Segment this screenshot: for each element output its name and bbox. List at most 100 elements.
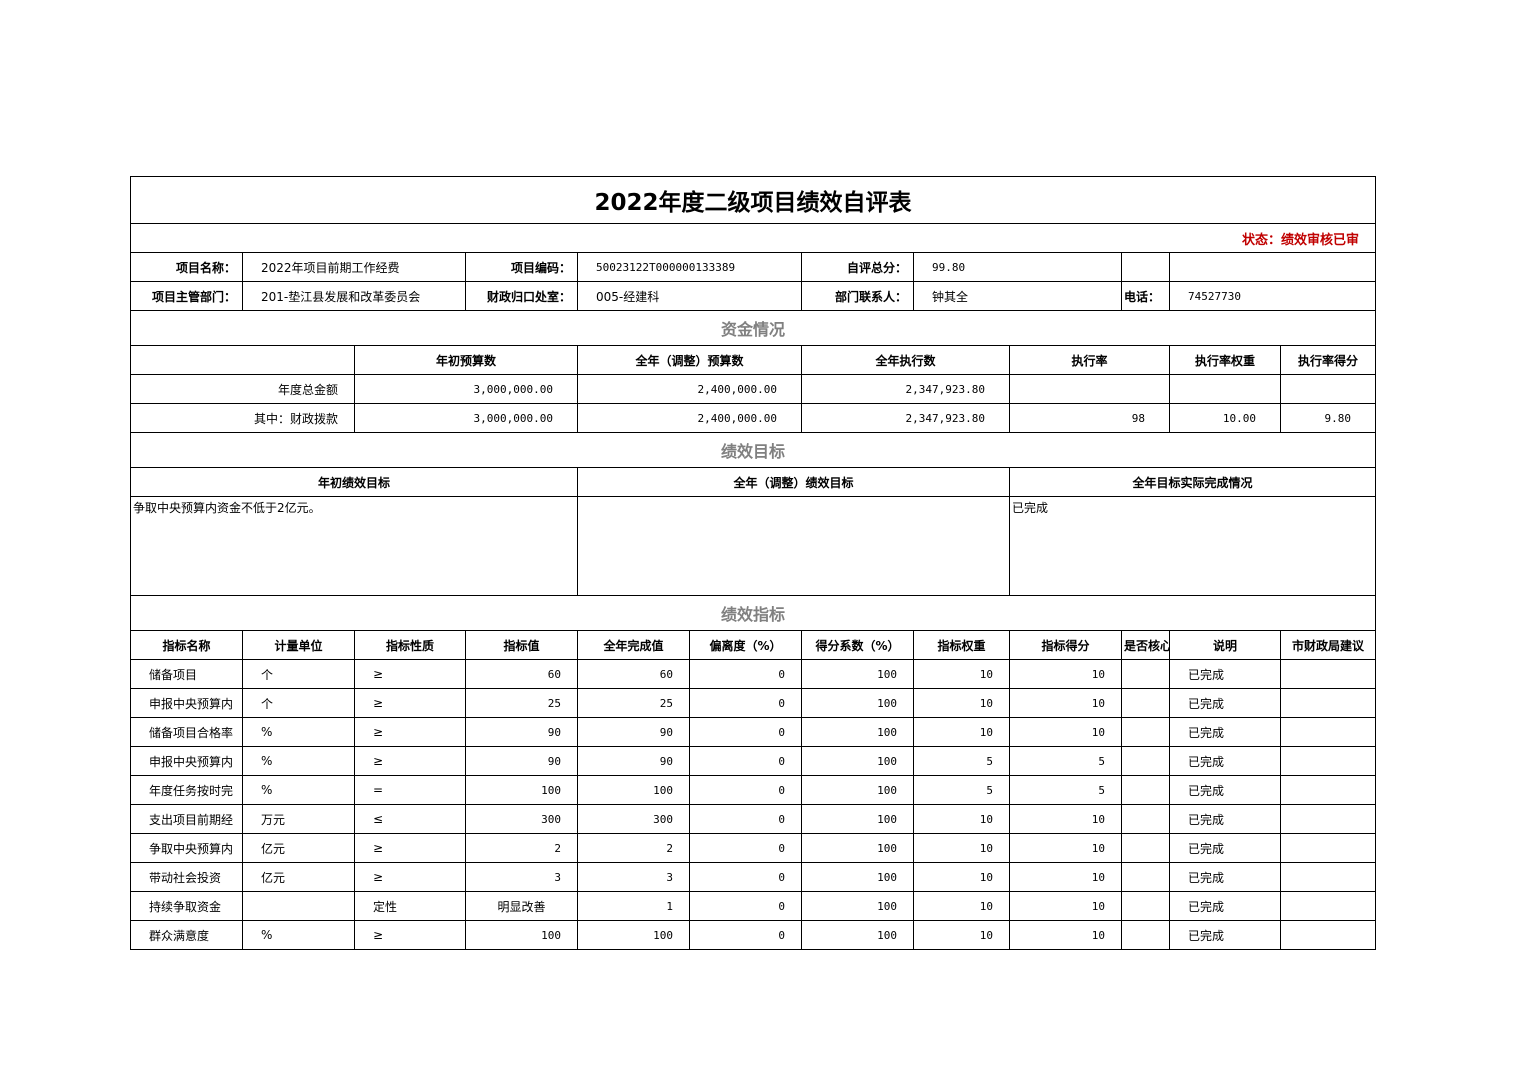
indicator-cell: 300: [577, 804, 690, 834]
indicator-cell: 支出项目前期经: [130, 804, 243, 834]
indicator-cell: [242, 891, 355, 921]
indicators-section-title: 绩效指标: [129, 595, 1377, 631]
indicator-cell: ≥: [354, 862, 466, 892]
empty-cell: [1168, 252, 1377, 282]
indicator-header-cell: 全年完成值: [577, 630, 690, 660]
indicator-cell: =: [354, 775, 466, 805]
indicator-cell: 0: [689, 804, 802, 834]
funds-value: 2,400,000.00: [577, 374, 802, 404]
indicator-cell: 100: [801, 746, 914, 776]
goal-text: 已完成: [1008, 496, 1377, 596]
indicator-cell: 亿元: [242, 833, 355, 863]
funds-row: 年度总金额 3,000,000.00 2,400,000.00 2,347,923.8…: [130, 374, 1377, 404]
indicator-header-cell: 指标得分: [1009, 630, 1122, 660]
indicator-header-cell: 说明: [1169, 630, 1281, 660]
indicator-cell: [1279, 920, 1377, 950]
funds-header-cell: 全年（调整）预算数: [577, 345, 802, 375]
indicator-cell: 5: [1009, 775, 1122, 805]
empty-cell: [130, 345, 355, 375]
indicator-cell: 0: [689, 862, 802, 892]
indicator-cell: [1121, 688, 1170, 718]
indicator-cell: 储备项目合格率: [130, 717, 243, 747]
page-title: 2022年度二级项目绩效自评表: [129, 176, 1377, 224]
funds-row-label: 年度总金额: [130, 374, 355, 404]
empty-cell: [1121, 252, 1170, 282]
indicator-cell: 持续争取资金: [130, 891, 243, 921]
indicator-row: 群众满意度% ≥100 100 0 100 10 10 已完成: [130, 920, 1377, 950]
indicator-cell: 10: [913, 862, 1010, 892]
indicator-header-cell: 指标权重: [913, 630, 1010, 660]
indicator-header-cell: 是否核心指标: [1121, 630, 1170, 660]
project-name-label: 项目名称：: [130, 252, 243, 282]
indicator-cell: [1279, 659, 1377, 689]
indicator-cell: ≥: [354, 659, 466, 689]
indicators-section: 绩效指标: [129, 595, 1377, 631]
funds-value: 3,000,000.00: [354, 403, 578, 433]
indicator-cell: [1279, 775, 1377, 805]
funds-section-title: 资金情况: [129, 310, 1377, 346]
score: 99.80: [913, 252, 1122, 282]
indicator-cell: [1121, 891, 1170, 921]
indicator-cell: 100: [465, 920, 578, 950]
indicator-cell: [1121, 746, 1170, 776]
funds-value: [1279, 374, 1377, 404]
indicator-cell: ≥: [354, 746, 466, 776]
indicator-cell: ≥: [354, 920, 466, 950]
indicator-cell: 90: [465, 717, 578, 747]
goals-header-cell: 全年目标实际完成情况: [1008, 467, 1377, 497]
indicator-cell: [1279, 891, 1377, 921]
indicator-header-cell: 指标名称: [130, 630, 243, 660]
indicator-cell: ≤: [354, 804, 466, 834]
indicator-cell: [1121, 804, 1170, 834]
funds-value: 3,000,000.00: [354, 374, 578, 404]
indicator-row: 申报中央预算内% ≥90 90 0 100 5 5 已完成: [130, 746, 1377, 776]
indicator-cell: %: [242, 920, 355, 950]
indicator-cell: 已完成: [1169, 717, 1281, 747]
indicator-cell: 明显改善: [465, 891, 578, 921]
funds-row-label: 其中：财政拨款: [130, 403, 355, 433]
indicator-cell: 60: [577, 659, 690, 689]
indicator-cell: [1121, 717, 1170, 747]
indicator-row: 支出项目前期经 万元 ≤300 300 0 100 10 10 已完成: [130, 804, 1377, 834]
indicator-cell: 0: [689, 833, 802, 863]
funds-header-cell: 年初预算数: [354, 345, 578, 375]
goal-text: 争取中央预算内资金不低于2亿元。: [130, 496, 578, 596]
indicator-cell: [1279, 862, 1377, 892]
indicator-header-cell: 偏离度（%）: [689, 630, 802, 660]
indicator-cell: 10: [1009, 804, 1122, 834]
indicator-cell: 亿元: [242, 862, 355, 892]
indicator-cell: 100: [801, 717, 914, 747]
indicator-cell: 10: [913, 688, 1010, 718]
indicator-cell: 2: [465, 833, 578, 863]
indicator-cell: 2: [577, 833, 690, 863]
indicator-cell: 100: [801, 804, 914, 834]
indicator-cell: 申报中央预算内: [130, 688, 243, 718]
performance-evaluation-table: 2022年度二级项目绩效自评表 状态：绩效审核已审 项目名称： 2022年项目前…: [129, 176, 1377, 950]
funds-header-cell: 全年执行数: [801, 345, 1010, 375]
indicator-cell: 已完成: [1169, 833, 1281, 863]
indicator-cell: 10: [1009, 920, 1122, 950]
indicator-cell: 已完成: [1169, 862, 1281, 892]
indicator-cell: 10: [913, 717, 1010, 747]
indicator-header-cell: 指标性质: [354, 630, 466, 660]
indicator-cell: 0: [689, 659, 802, 689]
indicator-cell: 10: [913, 659, 1010, 689]
indicator-cell: 已完成: [1169, 891, 1281, 921]
indicator-cell: [1279, 833, 1377, 863]
indicator-row: 带动社会投资 亿元 ≥3 3 0 100 10 10 已完成: [130, 862, 1377, 892]
funds-header-cell: 执行率得分: [1279, 345, 1377, 375]
indicator-cell: 100: [577, 775, 690, 805]
funds-value: 2,347,923.80: [801, 374, 1010, 404]
indicator-header-cell: 指标值: [465, 630, 578, 660]
indicator-cell: %: [242, 746, 355, 776]
goals-content: 争取中央预算内资金不低于2亿元。 已完成: [130, 496, 1377, 596]
indicator-cell: 10: [1009, 659, 1122, 689]
indicator-cell: 100: [577, 920, 690, 950]
goal-text: [577, 496, 1010, 596]
indicator-cell: 个: [242, 688, 355, 718]
indicators-header: 指标名称 计量单位 指标性质 指标值 全年完成值 偏离度（%） 得分系数（%） 指标权重 指标得…: [130, 630, 1377, 660]
indicator-cell: 已完成: [1169, 746, 1281, 776]
indicator-cell: 已完成: [1169, 688, 1281, 718]
indicator-cell: 0: [689, 746, 802, 776]
indicator-cell: 带动社会投资: [130, 862, 243, 892]
